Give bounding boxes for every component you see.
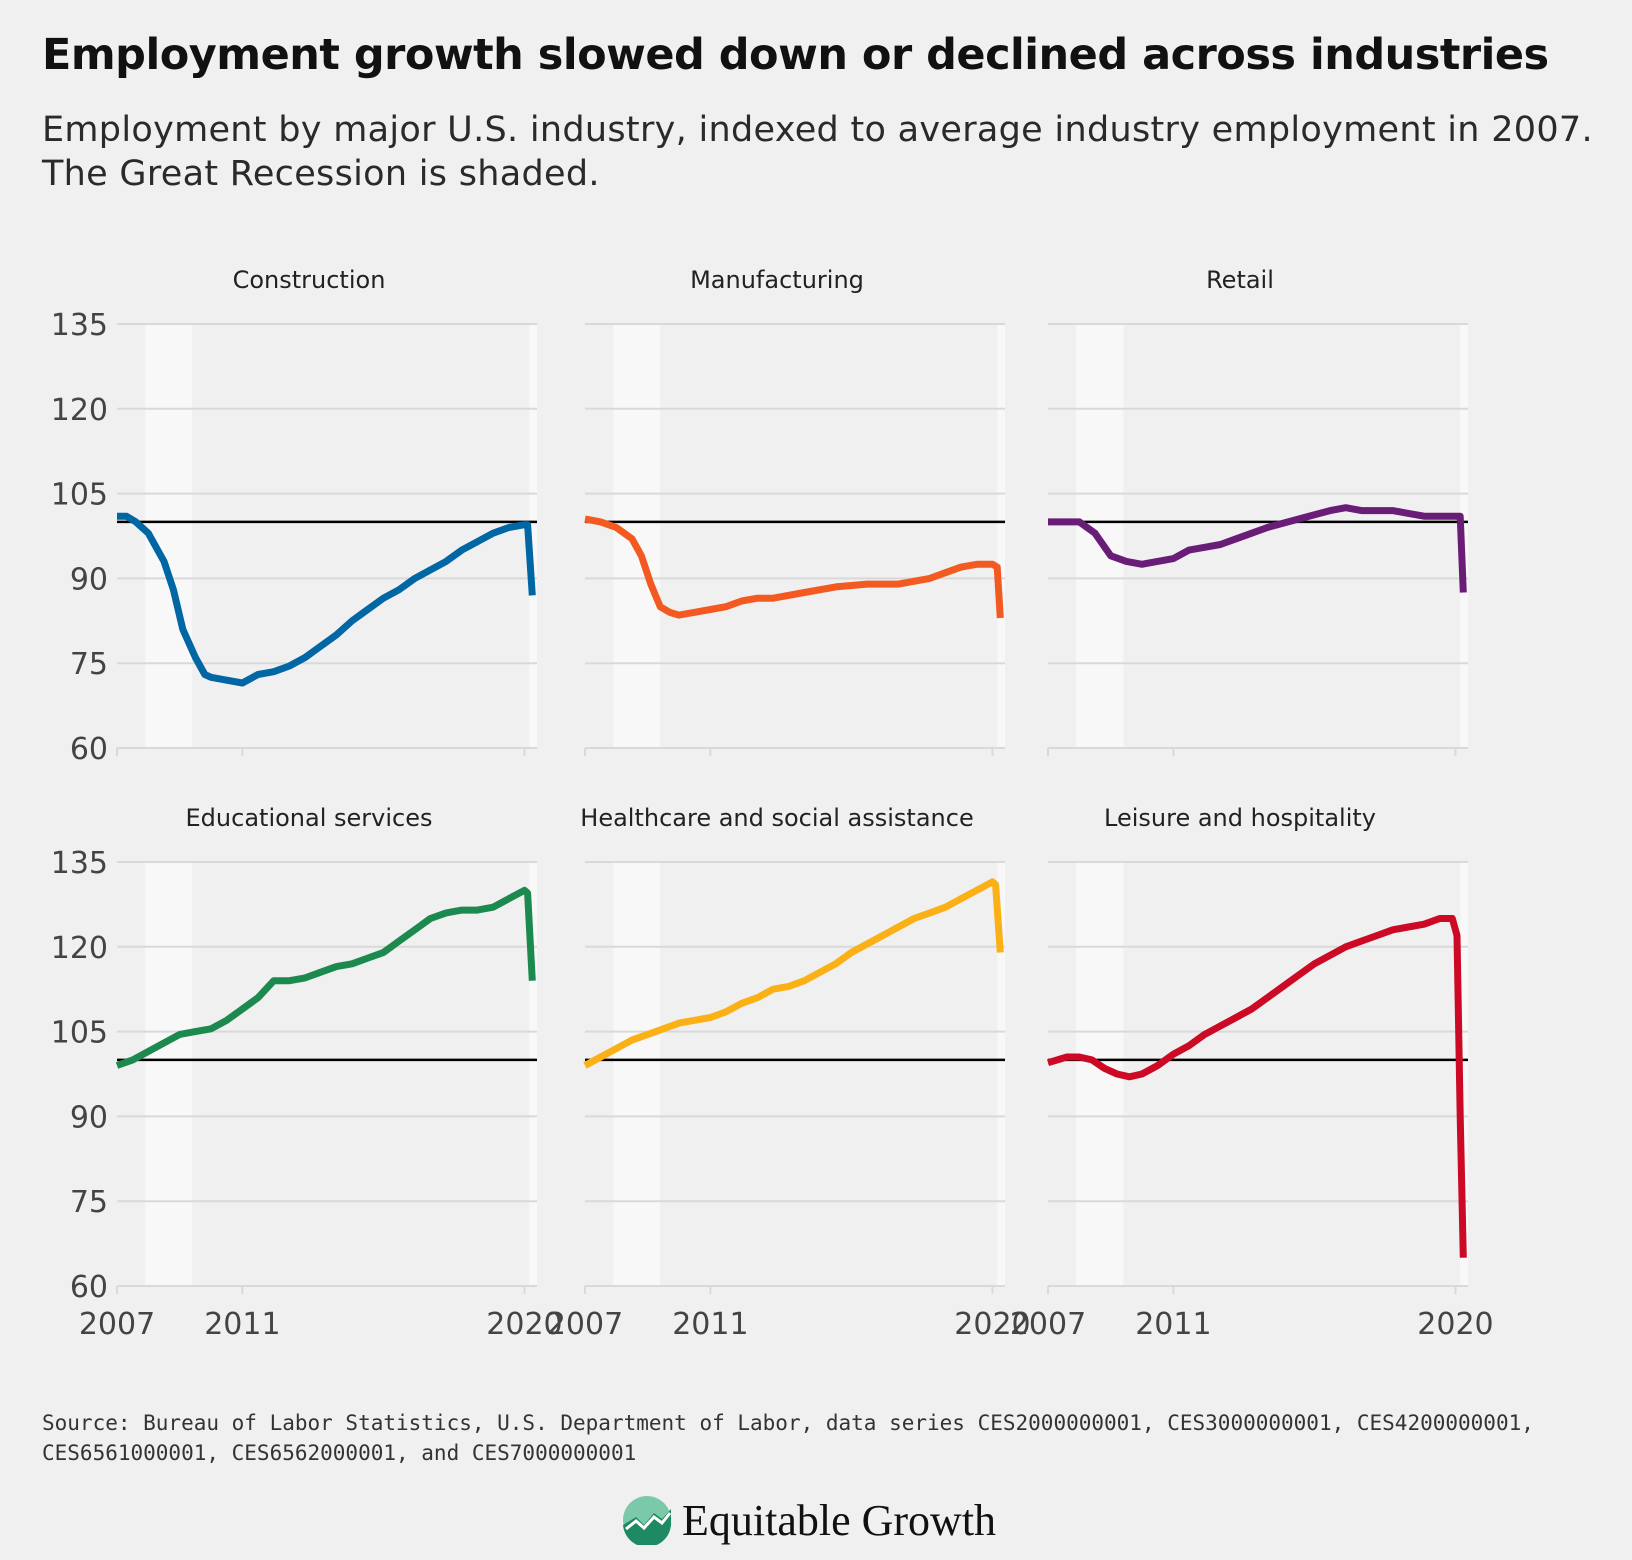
page-subtitle: Employment by major U.S. industry, index…	[42, 110, 1593, 194]
brand-name: Equitable Growth	[682, 1495, 997, 1545]
y-tick-label: 90	[70, 562, 108, 597]
panel-title-leisure-and-hospitality: Leisure and hospitality	[1104, 804, 1376, 832]
recession-shade	[613, 324, 661, 748]
series-line-manufacturing	[584, 515, 1004, 619]
y-tick-label: 120	[51, 931, 108, 966]
series-line-healthcare-and-social-assistance	[583, 878, 1004, 1069]
covid-shade	[997, 324, 1005, 748]
covid-shade	[997, 862, 1005, 1286]
panel-title-manufacturing: Manufacturing	[690, 266, 864, 294]
y-tick-label: 135	[51, 308, 108, 343]
x-tick-label: 2011	[1135, 1307, 1211, 1342]
covid-shade	[1460, 862, 1468, 1286]
panel-title-retail: Retail	[1206, 266, 1274, 294]
page-title: Employment growth slowed down or decline…	[42, 30, 1549, 80]
y-tick-label: 60	[70, 732, 108, 767]
covid-shade	[529, 324, 537, 748]
y-tick-label: 60	[70, 1270, 108, 1305]
brand-logo: Equitable Growth	[622, 1490, 996, 1550]
covid-shade	[529, 862, 537, 1286]
panel-title-healthcare-and-social-assistance: Healthcare and social assistance	[580, 804, 973, 832]
x-tick-label: 2011	[672, 1307, 748, 1342]
series-line-retail	[1048, 504, 1467, 593]
y-tick-label: 75	[70, 647, 108, 682]
y-tick-label: 105	[51, 478, 108, 513]
recession-shade	[613, 862, 661, 1286]
recession-shade	[145, 862, 193, 1286]
series-line-educational-services	[115, 886, 536, 1069]
x-tick-label: 2020	[954, 1307, 1030, 1342]
x-tick-label: 2011	[204, 1307, 280, 1342]
series-line-leisure-and-hospitality	[1047, 915, 1467, 1258]
panel-title-educational-services: Educational services	[186, 804, 433, 832]
y-tick-label: 120	[51, 393, 108, 428]
x-tick-label: 2020	[486, 1307, 562, 1342]
x-tick-label: 2020	[1417, 1307, 1493, 1342]
panel-title-construction: Construction	[233, 266, 386, 294]
x-tick-label: 2007	[79, 1307, 155, 1342]
small-multiples-chart: 60 75 90 105 120 135 Construction Manufacturing…	[51, 266, 1494, 1342]
x-tick-label: 2007	[1010, 1307, 1086, 1342]
x-tick-label: 2007	[547, 1307, 623, 1342]
series-line-construction	[117, 512, 536, 687]
y-tick-label: 135	[51, 846, 108, 881]
growth-logo-icon	[623, 1496, 672, 1545]
y-tick-label: 90	[70, 1100, 108, 1135]
y-tick-label: 105	[51, 1016, 108, 1051]
source-note: Source: Bureau of Labor Statistics, U.S.…	[42, 1411, 1534, 1465]
y-tick-label: 75	[70, 1185, 108, 1220]
